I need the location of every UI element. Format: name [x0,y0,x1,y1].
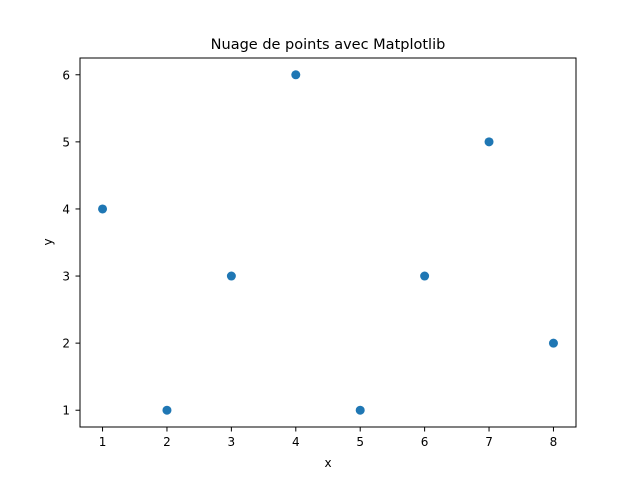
x-tick-label: 7 [485,435,493,449]
scatter-point [420,271,430,281]
y-tick-label: 6 [62,68,70,82]
y-tick-label: 5 [62,135,70,149]
plot-area [79,57,577,428]
scatter-point [162,405,172,415]
scatter-point [484,137,494,147]
plot-frame [79,57,577,428]
x-tick-label: 5 [356,435,364,449]
scatter-point [355,405,365,415]
x-tick-label: 3 [228,435,236,449]
x-axis-ticks: 1 2 3 4 5 6 7 8 [99,427,558,449]
y-tick-label: 3 [62,270,70,284]
x-tick-label: 8 [550,435,558,449]
y-axis-ticks: 1 2 3 4 5 6 [62,68,80,418]
scatter-point [291,70,301,80]
x-tick-label: 6 [421,435,429,449]
x-tick-label: 2 [163,435,171,449]
scatter-point [226,271,236,281]
y-tick-label: 1 [62,404,70,418]
x-tick-label: 4 [292,435,300,449]
scatter-points [98,70,558,415]
y-tick-label: 2 [62,337,70,351]
y-tick-label: 4 [62,202,70,216]
y-axis-label: y [41,238,55,245]
x-tick-label: 1 [99,435,107,449]
scatter-point [98,204,108,214]
scatter-point [548,338,558,348]
x-axis-label: x [324,456,331,470]
chart-title: Nuage de points avec Matplotlib [211,37,446,53]
